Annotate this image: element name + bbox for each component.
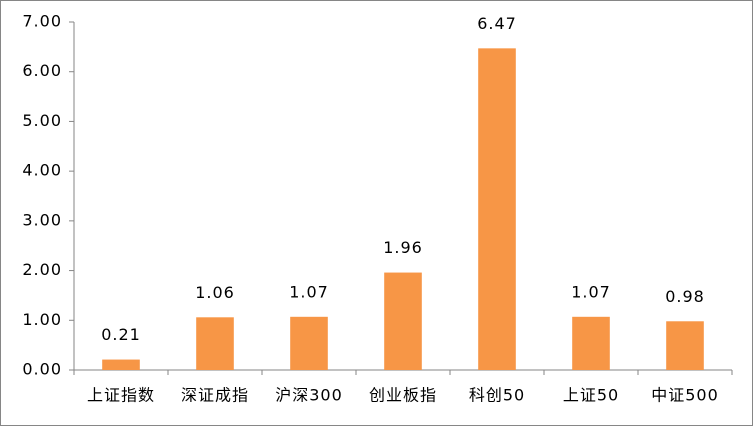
y-tick-label: 1.00 (22, 310, 62, 329)
bar (478, 48, 516, 370)
data-label: 1.07 (571, 282, 611, 301)
x-tick-label: 深证成指 (181, 386, 249, 405)
bar (572, 316, 610, 370)
y-tick-label: 0.00 (22, 360, 62, 379)
x-tick-label: 上证50 (563, 386, 619, 405)
data-label: 6.47 (477, 14, 517, 33)
x-tick-label: 上证指数 (87, 386, 155, 405)
bar (290, 316, 328, 370)
y-tick-label: 7.00 (22, 12, 62, 31)
y-tick-label: 3.00 (22, 210, 62, 229)
data-label: 1.07 (289, 282, 329, 301)
y-tick-label: 4.00 (22, 161, 62, 180)
x-tick-label: 科创50 (469, 386, 525, 405)
x-tick-label: 创业板指 (369, 386, 437, 405)
bar (666, 321, 704, 370)
data-label: 1.06 (195, 283, 235, 302)
y-tick-label: 2.00 (22, 260, 62, 279)
data-label: 1.96 (383, 238, 423, 257)
bar (196, 317, 234, 370)
bar (102, 359, 140, 370)
data-label: 0.98 (665, 287, 705, 306)
y-tick-label: 5.00 (22, 111, 62, 130)
data-label: 0.21 (101, 325, 141, 344)
bar (384, 272, 422, 370)
x-tick-label: 沪深300 (275, 386, 343, 405)
y-tick-label: 6.00 (22, 61, 62, 80)
x-tick-label: 中证500 (651, 386, 719, 405)
